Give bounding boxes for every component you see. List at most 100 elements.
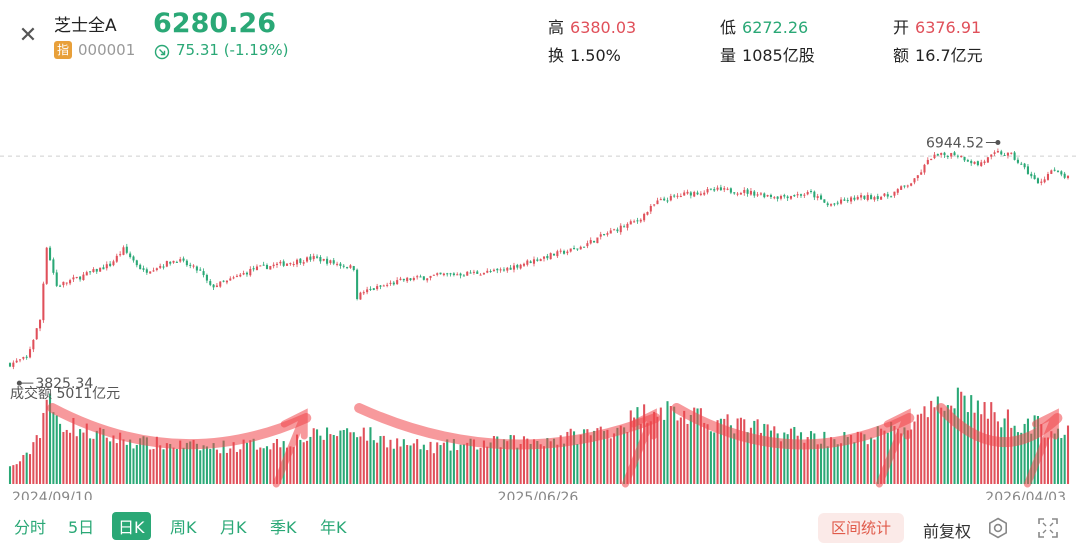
- volume-bar: [830, 437, 833, 484]
- candle: [145, 269, 148, 273]
- volume-bar: [863, 434, 866, 484]
- candle: [860, 195, 863, 198]
- settings-icon[interactable]: [986, 516, 1010, 540]
- candle: [976, 161, 979, 166]
- stat-amount-label: 额: [893, 46, 910, 65]
- candle: [1050, 170, 1053, 174]
- close-icon[interactable]: ✕: [18, 23, 38, 48]
- candle: [85, 272, 88, 276]
- candle: [316, 256, 319, 258]
- candle: [89, 271, 92, 273]
- candle: [806, 192, 809, 195]
- volume-bar: [265, 446, 269, 484]
- volume-bar: [813, 433, 816, 484]
- candle: [639, 219, 642, 222]
- volume-bar: [125, 444, 128, 484]
- volume-bar: [923, 406, 926, 484]
- candle: [776, 196, 779, 199]
- candle: [619, 225, 622, 233]
- candle: [52, 259, 55, 273]
- candle: [499, 269, 502, 271]
- candle: [132, 256, 135, 261]
- volume-bar: [139, 438, 142, 484]
- volume-bar: [1063, 434, 1066, 484]
- candle: [185, 260, 188, 266]
- candle: [1006, 152, 1009, 156]
- candle: [392, 282, 395, 285]
- volume-bar: [729, 425, 732, 484]
- candle: [883, 193, 886, 196]
- candle: [209, 281, 212, 285]
- candle: [169, 261, 172, 264]
- candle: [462, 275, 465, 277]
- candle: [659, 199, 662, 201]
- volume-bar: [856, 431, 859, 484]
- candle: [299, 258, 302, 263]
- volume-bar: [326, 427, 329, 484]
- candle: [966, 160, 969, 162]
- volume-bar: [376, 442, 379, 484]
- candle: [1056, 170, 1060, 172]
- adjust-button[interactable]: 前复权: [923, 522, 972, 541]
- tab-monthly-k[interactable]: 月K: [220, 518, 247, 537]
- volume-bar: [85, 423, 88, 484]
- tab-weekly-k[interactable]: 周K: [170, 518, 197, 537]
- tab-5day[interactable]: 5日: [68, 518, 95, 537]
- volume-bar: [275, 438, 279, 484]
- range-stats-button[interactable]: 区间统计: [818, 513, 904, 543]
- volume-bar: [549, 441, 552, 484]
- volume-bar: [626, 431, 629, 484]
- candle: [983, 161, 986, 163]
- candle: [369, 288, 372, 290]
- volume-bar: [663, 419, 666, 484]
- candle: [382, 285, 385, 287]
- candle: [259, 265, 262, 267]
- candle: [269, 266, 272, 270]
- candle: [229, 278, 232, 281]
- tab-quarterly-k[interactable]: 季K: [270, 518, 297, 537]
- candle: [653, 204, 656, 206]
- volume-bar: [593, 430, 596, 484]
- x-tick-end: 2026/04/03: [985, 490, 1066, 500]
- stat-volume-value: 1085亿股: [742, 46, 815, 65]
- tab-intraday[interactable]: 分时: [14, 518, 47, 537]
- tab-yearly-k[interactable]: 年K: [320, 518, 347, 537]
- volume-bar: [713, 432, 716, 484]
- candle: [426, 278, 429, 281]
- candle: [1023, 163, 1026, 168]
- candle: [1063, 173, 1066, 178]
- volume-bar: [169, 444, 172, 484]
- volume-bar: [552, 438, 556, 484]
- fullscreen-icon[interactable]: [1036, 516, 1060, 540]
- volume-bar: [366, 440, 369, 484]
- volume-bar: [763, 423, 766, 484]
- volume-bar: [512, 435, 516, 484]
- candle: [532, 259, 536, 264]
- kline-chart[interactable]: 6944.52 3825.34 成交额 5011亿元 2024/09/10 20…: [0, 0, 1080, 500]
- tab-daily-k[interactable]: 日K: [112, 512, 151, 540]
- volume-bar: [416, 439, 419, 484]
- volume-bar: [986, 418, 989, 484]
- volume-bar: [706, 424, 709, 484]
- candle: [509, 267, 512, 270]
- candle: [893, 191, 896, 196]
- volume-bar: [799, 432, 803, 484]
- candle: [409, 278, 412, 281]
- candle: [873, 197, 876, 200]
- volume-bar: [1026, 418, 1029, 484]
- volume-bar: [119, 432, 122, 484]
- volume-bar: [249, 440, 252, 484]
- volume-bar: [816, 444, 819, 484]
- candle: [179, 259, 182, 262]
- volume-bar: [1020, 432, 1023, 484]
- volume-bar: [753, 420, 756, 484]
- candle: [502, 269, 505, 271]
- candle: [379, 285, 382, 287]
- trend-arrow-head: [875, 408, 911, 488]
- volume-bar: [759, 432, 762, 484]
- volume-bar: [225, 452, 228, 484]
- volume-bar: [209, 448, 212, 484]
- volume-bar: [836, 444, 839, 484]
- low-annotation-text: 3825.34: [35, 376, 93, 392]
- candle: [359, 292, 362, 300]
